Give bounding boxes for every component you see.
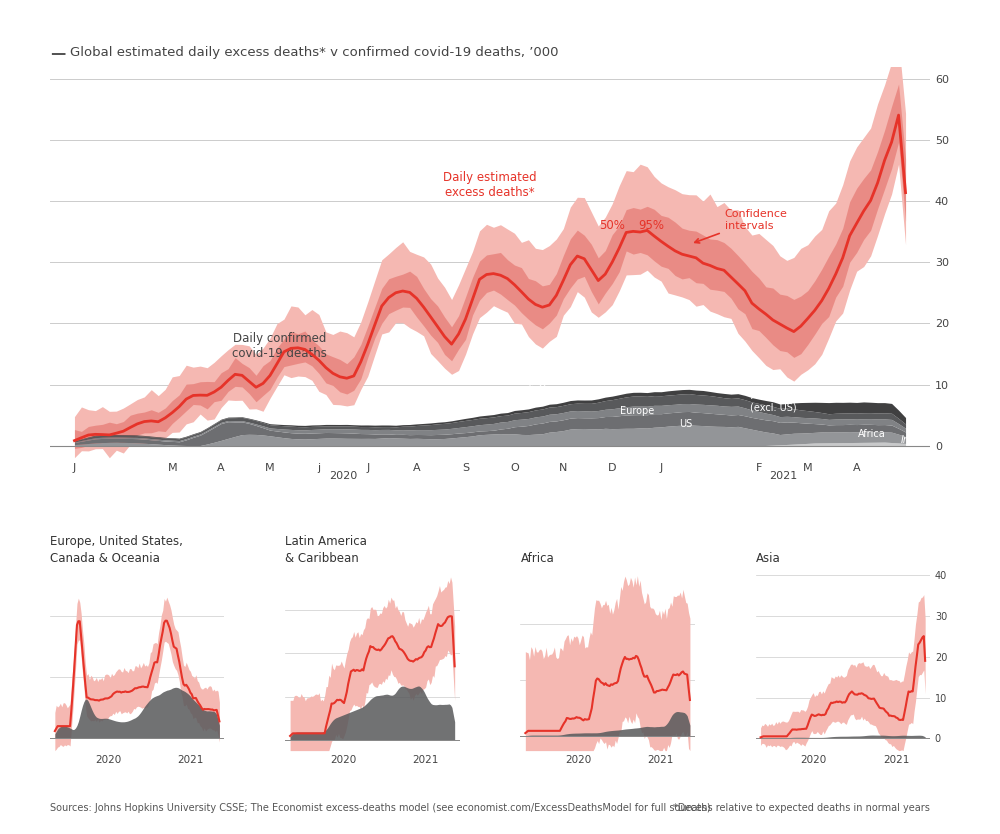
Text: 2020: 2020 [329, 471, 357, 481]
Text: India: India [901, 435, 925, 445]
Text: US: US [679, 419, 692, 429]
Text: Europe, United States,
Canada & Oceania: Europe, United States, Canada & Oceania [50, 535, 183, 565]
Text: Daily confirmed
covid-19 deaths: Daily confirmed covid-19 deaths [232, 332, 327, 360]
Text: 2021: 2021 [769, 471, 797, 481]
Text: Asia (excl. India)
& Oceania: Asia (excl. India) & Oceania [513, 372, 594, 394]
Text: Sources: Johns Hopkins University CSSE; The Economist excess-deaths model (see e: Sources: Johns Hopkins University CSSE; … [50, 803, 711, 813]
Text: Africa: Africa [520, 551, 554, 565]
Text: Confidence
intervals: Confidence intervals [695, 209, 788, 243]
Text: —: — [50, 46, 65, 61]
Text: 95%: 95% [638, 219, 664, 232]
Text: Africa: Africa [858, 429, 886, 439]
Text: Asia: Asia [756, 551, 780, 565]
Text: Europe: Europe [620, 406, 654, 416]
Text: Global estimated daily excess deaths* v confirmed covid-19 deaths, ’000: Global estimated daily excess deaths* v … [70, 46, 558, 59]
Text: Latin America
& Caribbean: Latin America & Caribbean [285, 535, 367, 565]
Text: Americas
(excl. US): Americas (excl. US) [750, 390, 797, 412]
Text: Daily estimated
excess deaths*: Daily estimated excess deaths* [443, 171, 537, 198]
Text: 50%: 50% [599, 219, 625, 232]
Text: *Deaths relative to expected deaths in normal years: *Deaths relative to expected deaths in n… [673, 803, 930, 813]
